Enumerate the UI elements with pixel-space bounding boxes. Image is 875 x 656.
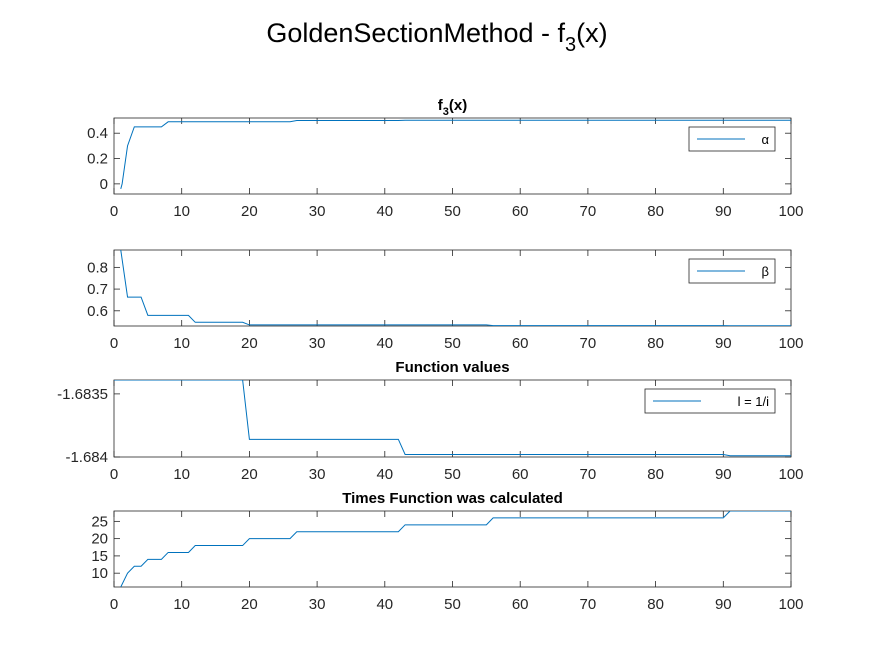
y-tick-label: 0.7: [87, 281, 108, 298]
x-tick-label: 80: [647, 335, 664, 352]
x-tick-label: 80: [647, 203, 664, 220]
legend: β: [688, 258, 776, 284]
x-tick-label: 10: [173, 466, 190, 483]
subplot-1: f3(x) 0 10 20 30 40 50 60 70 80 90 100 0 0.2 0.4 α: [87, 97, 803, 220]
x-tick-label: 60: [512, 466, 529, 483]
legend-label: l = 1/i: [738, 394, 770, 409]
axes-box: [113, 117, 792, 195]
subplot-title: f3(x): [438, 97, 467, 118]
x-tick-label: 70: [580, 466, 597, 483]
x-tick-label: 80: [647, 596, 664, 613]
x-tick-label: 60: [512, 596, 529, 613]
x-tick-label: 100: [778, 203, 803, 220]
y-tick-label: 15: [91, 548, 108, 565]
x-tick-label: 0: [110, 203, 118, 220]
subplot-3: Function values 0 10 20 30 40 50 60 70 80 90 100 -1.…: [57, 359, 803, 483]
x-tick-label: 30: [309, 466, 326, 483]
x-tick-label: 60: [512, 203, 529, 220]
x-tick-label: 30: [309, 596, 326, 613]
y-tick-label: 0.4: [87, 125, 108, 142]
x-tick-label: 0: [110, 335, 118, 352]
y-tick-label: 25: [91, 513, 108, 530]
y-tick-label: 0: [100, 176, 108, 193]
subplot-title-main: Function values: [395, 359, 509, 376]
x-tick-label: 50: [444, 596, 461, 613]
legend-label: α: [761, 132, 769, 147]
x-tick-label: 70: [580, 596, 597, 613]
x-tick-label: 50: [444, 203, 461, 220]
x-tick-label: 70: [580, 203, 597, 220]
x-tick-label: 0: [110, 466, 118, 483]
x-tick-label: 100: [778, 466, 803, 483]
subplot-title-tail: (x): [449, 97, 467, 114]
y-tick-label: 20: [91, 531, 108, 548]
x-tick-label: 40: [376, 596, 393, 613]
x-tick-label: 50: [444, 466, 461, 483]
x-tick-label: 80: [647, 466, 664, 483]
figure-title-main: GoldenSectionMethod - f: [266, 18, 565, 48]
series-line: [114, 380, 791, 457]
x-tick-label: 70: [580, 335, 597, 352]
y-tick-label: 0.6: [87, 303, 108, 320]
x-tick-label: 100: [778, 335, 803, 352]
legend: l = 1/i: [644, 388, 776, 414]
figure-title-subscript: 3: [565, 34, 576, 56]
legend: α: [688, 126, 776, 152]
x-tick-label: 90: [715, 596, 732, 613]
x-tick-label: 0: [110, 596, 118, 613]
subplot-title-subscript: 3: [443, 106, 449, 118]
subplot-title-main: Times Function was calculated: [342, 490, 563, 507]
y-tick-label: -1.6835: [57, 386, 108, 403]
axes-box: [113, 249, 792, 327]
x-tick-label: 20: [241, 203, 258, 220]
y-tick-label: 0.8: [87, 259, 108, 276]
x-tick-label: 10: [173, 203, 190, 220]
x-tick-label: 90: [715, 335, 732, 352]
figure-title: GoldenSectionMethod - f3(x): [266, 18, 607, 56]
x-tick-label: 40: [376, 335, 393, 352]
y-tick-label: -1.684: [65, 449, 108, 466]
x-tick-label: 50: [444, 335, 461, 352]
subplot-title: Function values: [395, 359, 509, 376]
subplot-title-main: f: [438, 97, 444, 114]
x-tick-label: 90: [715, 203, 732, 220]
x-tick-label: 40: [376, 466, 393, 483]
legend-label: β: [762, 264, 769, 279]
series-line: [120, 119, 791, 190]
x-tick-label: 60: [512, 335, 529, 352]
x-tick-label: 40: [376, 203, 393, 220]
x-tick-label: 10: [173, 596, 190, 613]
x-tick-label: 20: [241, 466, 258, 483]
subplot-title: Times Function was calculated: [342, 490, 563, 507]
x-tick-label: 30: [309, 335, 326, 352]
series-line: [120, 250, 791, 326]
x-tick-label: 10: [173, 335, 190, 352]
x-tick-label: 30: [309, 203, 326, 220]
x-tick-label: 100: [778, 596, 803, 613]
x-tick-label: 20: [241, 335, 258, 352]
y-tick-label: 10: [91, 565, 108, 582]
subplot-2: 0 10 20 30 40 50 60 70 80 90 100 0.6 0.7 0.8 β: [87, 249, 804, 352]
x-tick-label: 20: [241, 596, 258, 613]
figure-title-tail: (x): [576, 18, 607, 48]
y-tick-label: 0.2: [87, 151, 108, 168]
x-tick-label: 90: [715, 466, 732, 483]
series-line: [120, 511, 791, 587]
axes-box: [113, 510, 792, 588]
